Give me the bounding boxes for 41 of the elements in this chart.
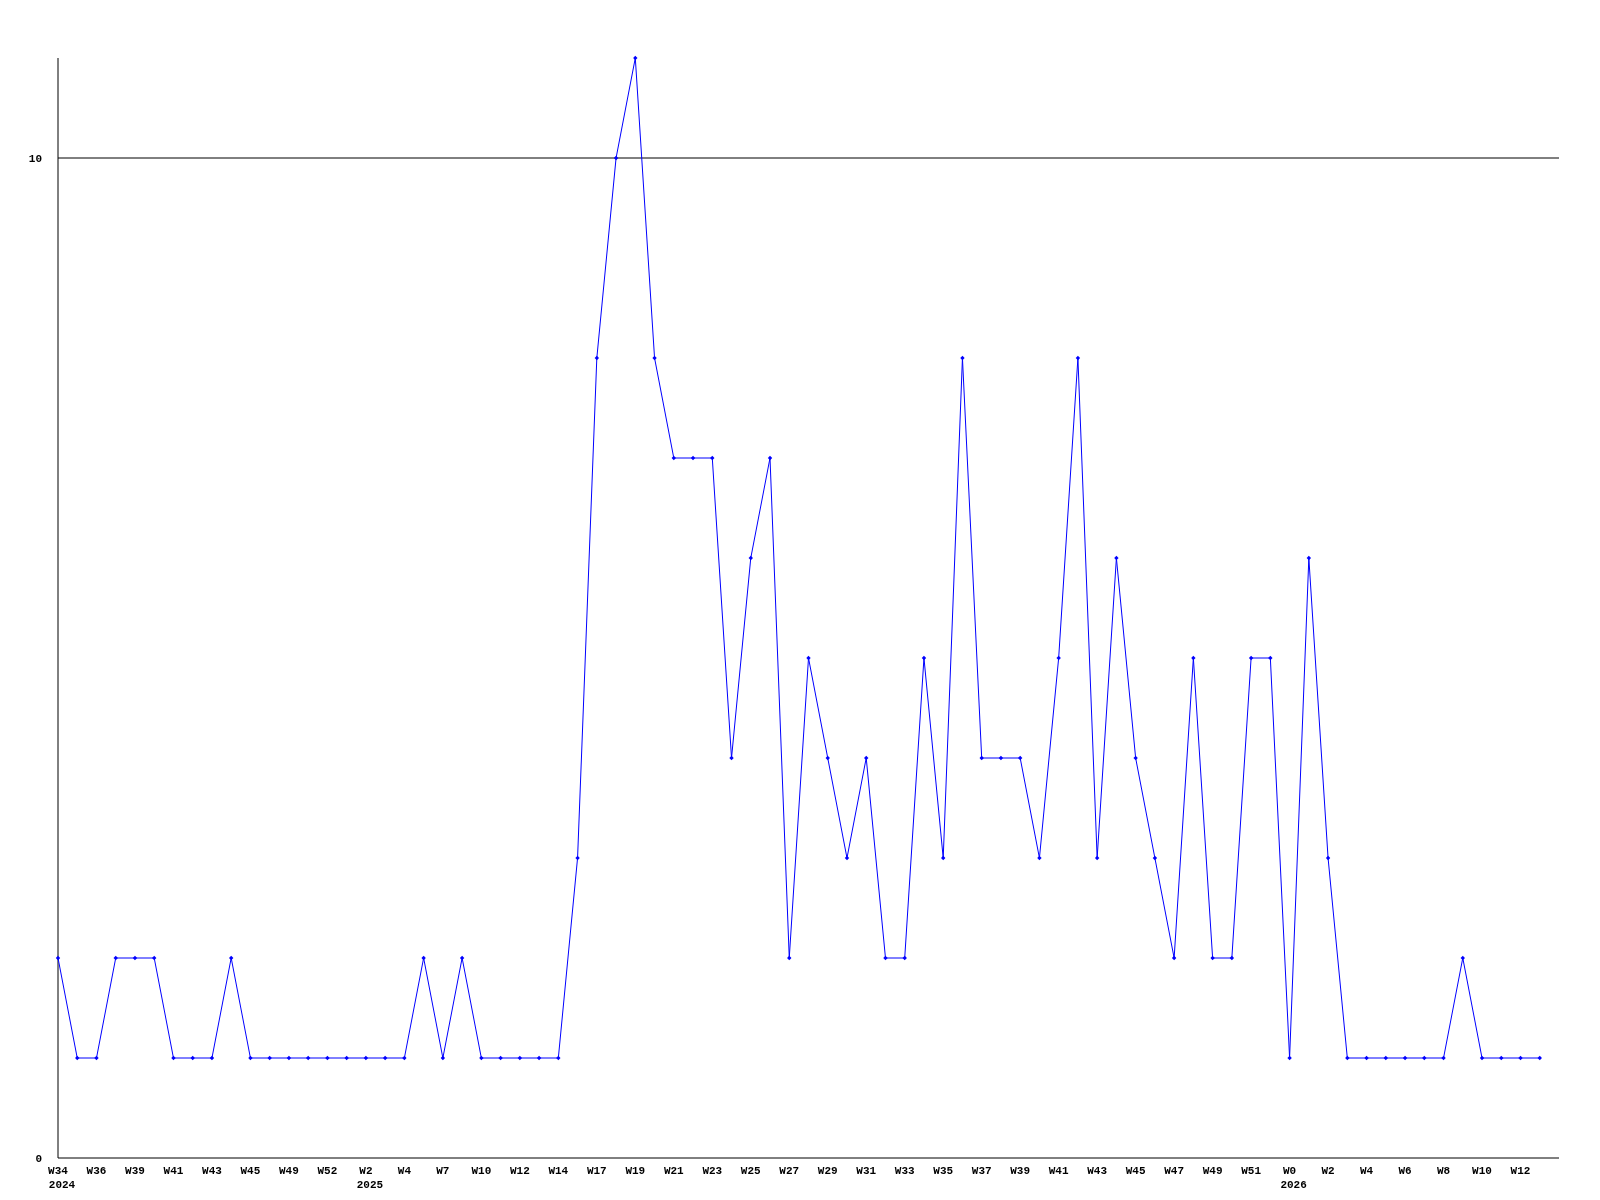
x-tick-label: W43 [202, 1165, 223, 1177]
x-tick-label: W17 [586, 1165, 607, 1177]
x-tick-label: W8 [1436, 1165, 1451, 1177]
x-tick-label: W2 [1321, 1165, 1335, 1177]
x-tick-label: W12 [509, 1165, 530, 1177]
x-tick-label: W27 [779, 1165, 800, 1177]
x-tick-label: W2 2025 [356, 1165, 384, 1191]
x-tick-label: W23 [702, 1165, 723, 1177]
x-tick-label: W33 [894, 1165, 916, 1177]
x-tick-label: W6 [1398, 1165, 1412, 1177]
x-tick-label: W37 [971, 1165, 992, 1177]
x-tick-label: W25 [740, 1165, 762, 1177]
x-tick-label: W39 [125, 1165, 145, 1177]
x-tick-label: W52 [317, 1165, 338, 1177]
x-tick-label: W4 [397, 1165, 412, 1177]
x-tick-label: W14 [548, 1165, 569, 1177]
x-tick-label: W41 [1048, 1165, 1069, 1177]
x-tick-label: W43 [1087, 1165, 1108, 1177]
y-tick-label: 0 [35, 1152, 42, 1165]
x-tick-label: W41 [163, 1165, 184, 1177]
x-tick-label: W4 [1359, 1165, 1374, 1177]
x-tick-label: W7 [436, 1165, 450, 1177]
x-tick-label: W34 2024 [48, 1165, 76, 1191]
x-tick-label: W12 [1510, 1165, 1531, 1177]
x-tick-label: W19 [625, 1165, 646, 1177]
x-tick-label: W49 [1202, 1165, 1223, 1177]
x-tick-label: W10 [1472, 1165, 1492, 1177]
x-tick-label: W45 [240, 1165, 261, 1177]
x-tick-label: W35 [933, 1165, 954, 1177]
x-tick-label: W0 2026 [1280, 1165, 1307, 1191]
x-tick-label: W29 [817, 1165, 838, 1177]
x-tick-label: W45 [1125, 1165, 1146, 1177]
x-tick-label: W21 [663, 1165, 685, 1177]
y-tick-label: 10 [28, 152, 42, 165]
x-tick-label: W39 [1010, 1165, 1031, 1177]
x-tick-label: W51 [1241, 1165, 1262, 1177]
x-tick-label: W47 [1164, 1165, 1185, 1177]
x-tick-label: W49 [279, 1165, 299, 1177]
x-tick-label: W36 [86, 1165, 107, 1177]
x-tick-label: W10 [471, 1165, 492, 1177]
x-tick-label: W31 [856, 1165, 877, 1177]
